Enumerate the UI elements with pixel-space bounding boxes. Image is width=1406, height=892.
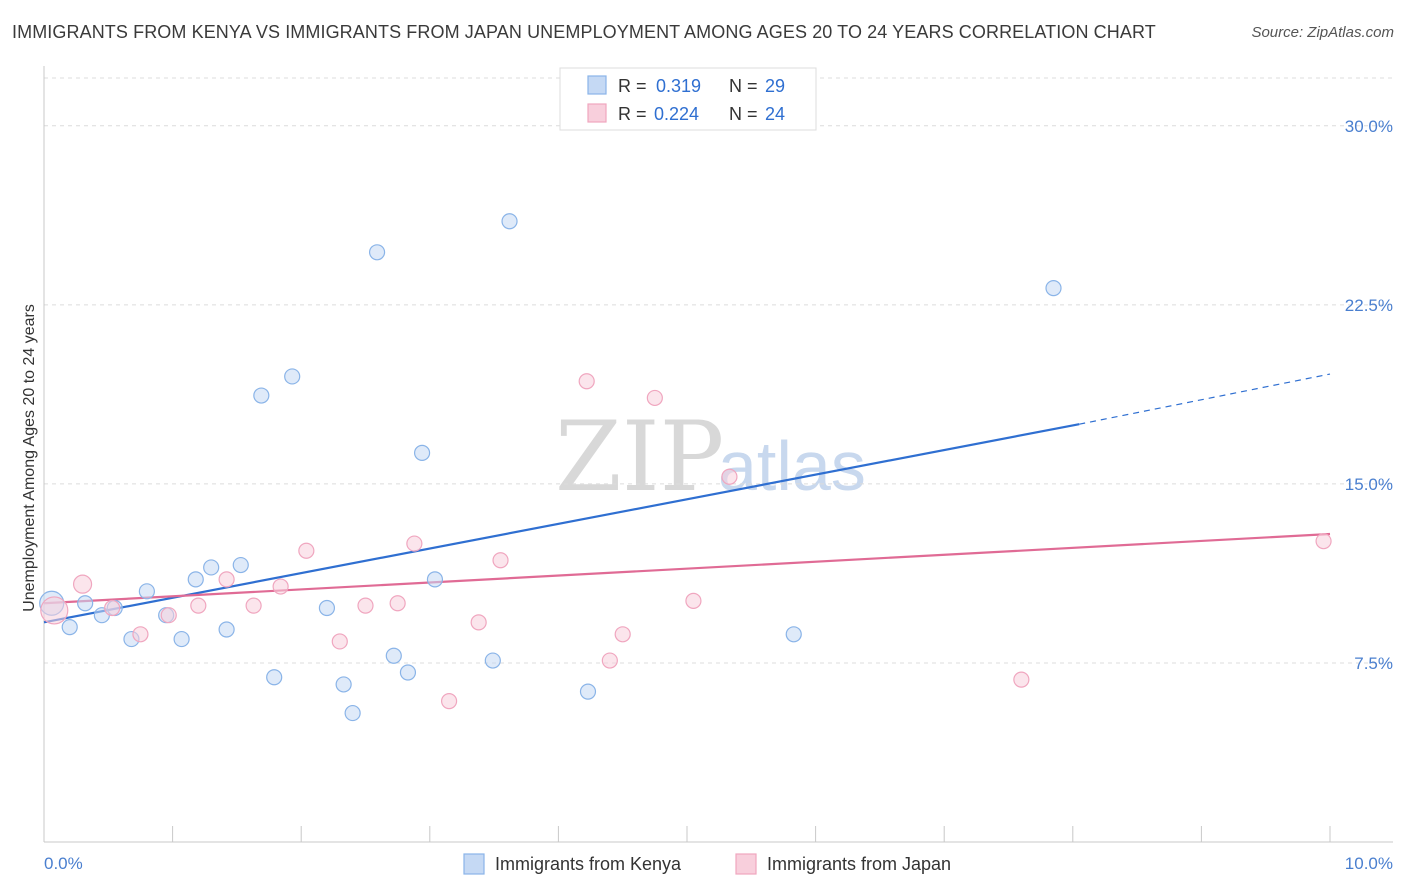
legend-r-value-japan: 0.224 xyxy=(654,104,699,124)
legend-swatch-kenya xyxy=(587,75,607,95)
point-kenya xyxy=(368,244,386,261)
point-kenya xyxy=(318,599,336,617)
point-kenya xyxy=(187,571,204,588)
point-japan xyxy=(218,571,235,588)
point-kenya xyxy=(413,444,431,461)
point-kenya xyxy=(579,683,597,700)
point-japan xyxy=(298,542,315,559)
series-legend-label-japan: Immigrants from Japan xyxy=(767,854,951,874)
point-kenya xyxy=(253,387,270,404)
point-japan xyxy=(331,633,348,650)
point-japan xyxy=(190,597,207,614)
point-japan xyxy=(132,626,149,643)
series-legend-swatch-kenya xyxy=(463,853,485,875)
y-axis-label: Unemployment Among Ages 20 to 24 years xyxy=(21,304,38,612)
legend-n-value-japan: 24 xyxy=(765,104,785,124)
legend-n-label-japan: N = xyxy=(729,104,758,124)
point-japan xyxy=(406,535,423,552)
trend-line-kenya xyxy=(43,423,1080,624)
axes xyxy=(43,66,1393,843)
x-tick-label-max: 10.0% xyxy=(1345,854,1393,873)
point-japan xyxy=(104,599,121,617)
point-japan xyxy=(601,652,618,669)
legend-swatch-japan xyxy=(587,103,607,123)
watermark-zip: ZIP xyxy=(555,401,724,513)
chart-title: IMMIGRANTS FROM KENYA VS IMMIGRANTS FROM… xyxy=(12,22,1156,42)
y-tick-label: 22.5% xyxy=(1345,296,1393,315)
point-kenya xyxy=(232,556,249,574)
point-kenya xyxy=(284,368,301,385)
point-japan xyxy=(1315,533,1332,550)
trend-lines xyxy=(43,373,1331,624)
point-kenya xyxy=(203,559,220,576)
legend-r-label-japan: R = xyxy=(618,104,647,124)
point-japan xyxy=(721,468,738,485)
point-kenya xyxy=(77,595,94,612)
y-tick-labels: 7.5% 15.0% 22.5% 30.0% xyxy=(1345,117,1393,673)
point-kenya xyxy=(385,647,402,664)
series-legend-swatch-japan xyxy=(735,853,757,875)
point-japan xyxy=(492,552,509,569)
point-kenya xyxy=(426,571,444,588)
y-tick-label: 30.0% xyxy=(1345,117,1393,136)
trend-line-extension-kenya xyxy=(1079,373,1331,425)
point-kenya xyxy=(344,704,361,722)
point-kenya xyxy=(218,621,235,638)
legend-n-value-kenya: 29 xyxy=(765,76,785,96)
point-kenya xyxy=(484,652,501,669)
point-kenya xyxy=(501,213,518,230)
point-japan xyxy=(357,597,374,614)
gridlines xyxy=(44,77,1393,664)
point-japan xyxy=(272,578,289,595)
point-japan xyxy=(685,592,702,609)
point-japan xyxy=(40,596,69,625)
legend-r-label-kenya: R = xyxy=(618,76,647,96)
point-kenya xyxy=(61,619,78,636)
stats-legend: R = 0.319 N = 29 R = 0.224 N = 24 xyxy=(559,67,817,131)
series-legend-label-kenya: Immigrants from Kenya xyxy=(495,854,682,874)
data-points xyxy=(39,213,1332,722)
legend-n-label-kenya: N = xyxy=(729,76,758,96)
point-japan xyxy=(440,693,458,710)
point-japan xyxy=(389,595,406,612)
point-japan xyxy=(1013,671,1030,688)
y-tick-label: 15.0% xyxy=(1345,475,1393,494)
point-kenya xyxy=(266,669,283,686)
point-kenya xyxy=(1045,280,1062,297)
watermark-atlas: atlas xyxy=(718,427,866,505)
point-kenya xyxy=(173,630,190,648)
point-japan xyxy=(614,626,631,643)
point-japan xyxy=(72,574,93,594)
legend-r-value-kenya: 0.319 xyxy=(656,76,701,96)
y-tick-label: 7.5% xyxy=(1354,654,1393,673)
point-japan xyxy=(470,614,487,631)
point-kenya xyxy=(785,626,802,643)
point-kenya xyxy=(399,664,417,681)
trend-line-japan xyxy=(43,532,1331,605)
source-credit: Source: ZipAtlas.com xyxy=(1251,24,1394,41)
point-japan xyxy=(646,389,663,407)
point-kenya xyxy=(138,583,155,600)
point-japan xyxy=(245,597,262,614)
point-japan xyxy=(160,607,177,624)
x-tick-label-min: 0.0% xyxy=(44,854,83,873)
point-kenya xyxy=(335,676,352,693)
point-japan xyxy=(578,373,595,390)
series-legend: Immigrants from Kenya Immigrants from Ja… xyxy=(463,853,951,875)
